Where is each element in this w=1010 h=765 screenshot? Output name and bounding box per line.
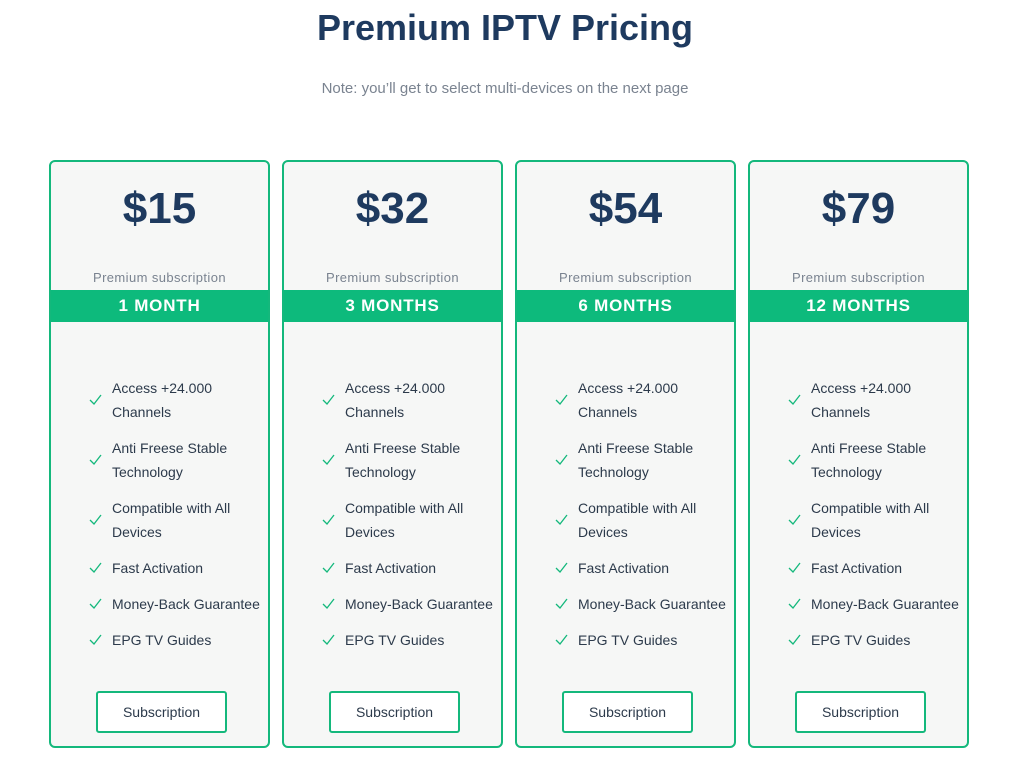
- check-icon: [788, 513, 801, 526]
- feature-label: Compatible with All Devices: [578, 500, 697, 540]
- feature-item: EPG TV Guides: [517, 628, 734, 664]
- pricing-card-6-months: $54 Premium subscription 6 MONTHS Access…: [515, 160, 736, 748]
- feature-label: Access +24.000 Channels: [578, 380, 679, 420]
- check-icon: [555, 393, 568, 406]
- subscription-button[interactable]: Subscription: [562, 691, 693, 733]
- feature-label: Fast Activation: [578, 560, 670, 576]
- check-icon: [89, 393, 102, 406]
- feature-label: Money-Back Guarantee: [811, 596, 959, 612]
- subscription-button[interactable]: Subscription: [329, 691, 460, 733]
- feature-label: Fast Activation: [112, 560, 204, 576]
- feature-label: Fast Activation: [345, 560, 437, 576]
- plan-subscription-label: Premium subscription: [559, 270, 692, 285]
- feature-list: Access +24.000 Channels Anti Freese Stab…: [284, 376, 501, 664]
- plan-period-banner: 1 MONTH: [51, 290, 268, 322]
- plan-period-banner: 6 MONTHS: [517, 290, 734, 322]
- check-icon: [788, 633, 801, 646]
- feature-item: Anti Freese Stable Technology: [51, 436, 268, 496]
- pricing-card-1-month: $15 Premium subscription 1 MONTH Access …: [49, 160, 270, 748]
- feature-item: Access +24.000 Channels: [284, 376, 501, 436]
- feature-label: Access +24.000 Channels: [811, 380, 912, 420]
- check-icon: [322, 513, 335, 526]
- feature-label: Compatible with All Devices: [811, 500, 930, 540]
- feature-item: EPG TV Guides: [51, 628, 268, 664]
- feature-label: Anti Freese Stable Technology: [112, 440, 228, 480]
- check-icon: [555, 597, 568, 610]
- feature-label: EPG TV Guides: [811, 632, 911, 648]
- page-title: Premium IPTV Pricing: [316, 7, 694, 48]
- check-icon: [89, 513, 102, 526]
- feature-item: Money-Back Guarantee: [517, 592, 734, 628]
- check-icon: [322, 561, 335, 574]
- feature-label: Fast Activation: [811, 560, 903, 576]
- feature-item: Anti Freese Stable Technology: [750, 436, 967, 496]
- feature-label: Compatible with All Devices: [112, 500, 231, 540]
- check-icon: [788, 453, 801, 466]
- feature-label: Access +24.000 Channels: [345, 380, 446, 420]
- pricing-card-12-months: $79 Premium subscription 12 MONTHS Acces…: [748, 160, 969, 748]
- feature-item: Access +24.000 Channels: [750, 376, 967, 436]
- feature-label: EPG TV Guides: [112, 632, 212, 648]
- check-icon: [89, 597, 102, 610]
- check-icon: [89, 453, 102, 466]
- feature-label: Money-Back Guarantee: [345, 596, 493, 612]
- feature-item: Compatible with All Devices: [517, 496, 734, 556]
- feature-list: Access +24.000 Channels Anti Freese Stab…: [517, 376, 734, 664]
- feature-item: Compatible with All Devices: [284, 496, 501, 556]
- check-icon: [322, 597, 335, 610]
- feature-item: Fast Activation: [517, 556, 734, 592]
- pricing-cards: $15 Premium subscription 1 MONTH Access …: [49, 160, 974, 752]
- feature-label: Anti Freese Stable Technology: [345, 440, 461, 480]
- check-icon: [788, 597, 801, 610]
- subscription-button[interactable]: Subscription: [96, 691, 227, 733]
- pricing-card-3-months: $32 Premium subscription 3 MONTHS Access…: [282, 160, 503, 748]
- feature-list: Access +24.000 Channels Anti Freese Stab…: [51, 376, 268, 664]
- plan-period-banner: 12 MONTHS: [750, 290, 967, 322]
- feature-item: Anti Freese Stable Technology: [284, 436, 501, 496]
- plan-subscription-label: Premium subscription: [326, 270, 459, 285]
- feature-item: Fast Activation: [750, 556, 967, 592]
- feature-item: Fast Activation: [284, 556, 501, 592]
- check-icon: [788, 561, 801, 574]
- feature-item: Compatible with All Devices: [51, 496, 268, 556]
- check-icon: [555, 453, 568, 466]
- plan-subscription-label: Premium subscription: [93, 270, 226, 285]
- feature-item: Fast Activation: [51, 556, 268, 592]
- check-icon: [555, 513, 568, 526]
- feature-item: Access +24.000 Channels: [51, 376, 268, 436]
- check-icon: [89, 561, 102, 574]
- plan-subscription-label: Premium subscription: [792, 270, 925, 285]
- check-icon: [89, 633, 102, 646]
- feature-label: EPG TV Guides: [345, 632, 445, 648]
- feature-item: Money-Back Guarantee: [750, 592, 967, 628]
- plan-price: $32: [355, 184, 430, 233]
- feature-item: Money-Back Guarantee: [284, 592, 501, 628]
- feature-label: Anti Freese Stable Technology: [811, 440, 927, 480]
- feature-item: Money-Back Guarantee: [51, 592, 268, 628]
- plan-price: $54: [588, 184, 663, 233]
- page-note: Note: you’ll get to select multi-devices…: [321, 80, 689, 97]
- feature-label: Compatible with All Devices: [345, 500, 464, 540]
- feature-item: EPG TV Guides: [750, 628, 967, 664]
- subscription-button[interactable]: Subscription: [795, 691, 926, 733]
- check-icon: [322, 393, 335, 406]
- check-icon: [788, 393, 801, 406]
- plan-price: $79: [821, 184, 896, 233]
- plan-price: $15: [122, 184, 197, 233]
- feature-item: Anti Freese Stable Technology: [517, 436, 734, 496]
- feature-label: Access +24.000 Channels: [112, 380, 213, 420]
- feature-label: Money-Back Guarantee: [578, 596, 726, 612]
- feature-list: Access +24.000 Channels Anti Freese Stab…: [750, 376, 967, 664]
- check-icon: [322, 453, 335, 466]
- feature-item: Compatible with All Devices: [750, 496, 967, 556]
- check-icon: [555, 633, 568, 646]
- plan-period-banner: 3 MONTHS: [284, 290, 501, 322]
- feature-item: Access +24.000 Channels: [517, 376, 734, 436]
- feature-label: EPG TV Guides: [578, 632, 678, 648]
- check-icon: [322, 633, 335, 646]
- check-icon: [555, 561, 568, 574]
- feature-label: Money-Back Guarantee: [112, 596, 260, 612]
- feature-label: Anti Freese Stable Technology: [578, 440, 694, 480]
- feature-item: EPG TV Guides: [284, 628, 501, 664]
